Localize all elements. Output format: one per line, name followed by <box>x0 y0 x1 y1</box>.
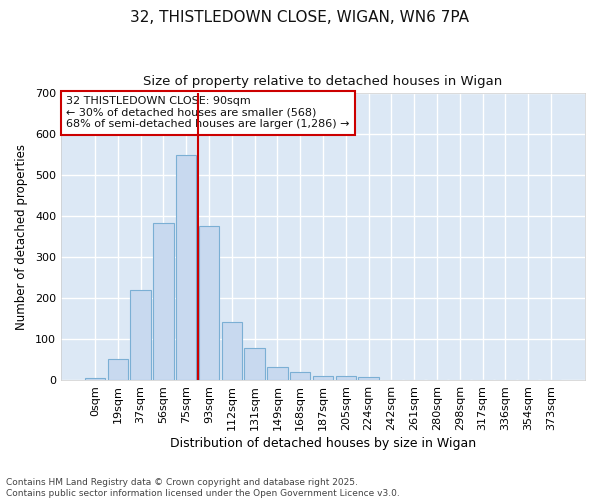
Bar <box>153 223 173 380</box>
X-axis label: Distribution of detached houses by size in Wigan: Distribution of detached houses by size … <box>170 437 476 450</box>
Bar <box>85 378 105 380</box>
Bar <box>290 372 310 380</box>
Title: Size of property relative to detached houses in Wigan: Size of property relative to detached ho… <box>143 75 503 88</box>
Bar <box>358 377 379 380</box>
Bar <box>244 348 265 380</box>
Bar <box>176 155 196 380</box>
Bar <box>335 376 356 380</box>
Bar <box>199 226 219 380</box>
Y-axis label: Number of detached properties: Number of detached properties <box>15 144 28 330</box>
Text: Contains HM Land Registry data © Crown copyright and database right 2025.
Contai: Contains HM Land Registry data © Crown c… <box>6 478 400 498</box>
Text: 32, THISTLEDOWN CLOSE, WIGAN, WN6 7PA: 32, THISTLEDOWN CLOSE, WIGAN, WN6 7PA <box>131 10 470 25</box>
Bar <box>130 290 151 380</box>
Bar <box>313 376 333 380</box>
Bar <box>107 359 128 380</box>
Bar <box>267 367 287 380</box>
Bar <box>221 322 242 380</box>
Text: 32 THISTLEDOWN CLOSE: 90sqm
← 30% of detached houses are smaller (568)
68% of se: 32 THISTLEDOWN CLOSE: 90sqm ← 30% of det… <box>66 96 350 130</box>
